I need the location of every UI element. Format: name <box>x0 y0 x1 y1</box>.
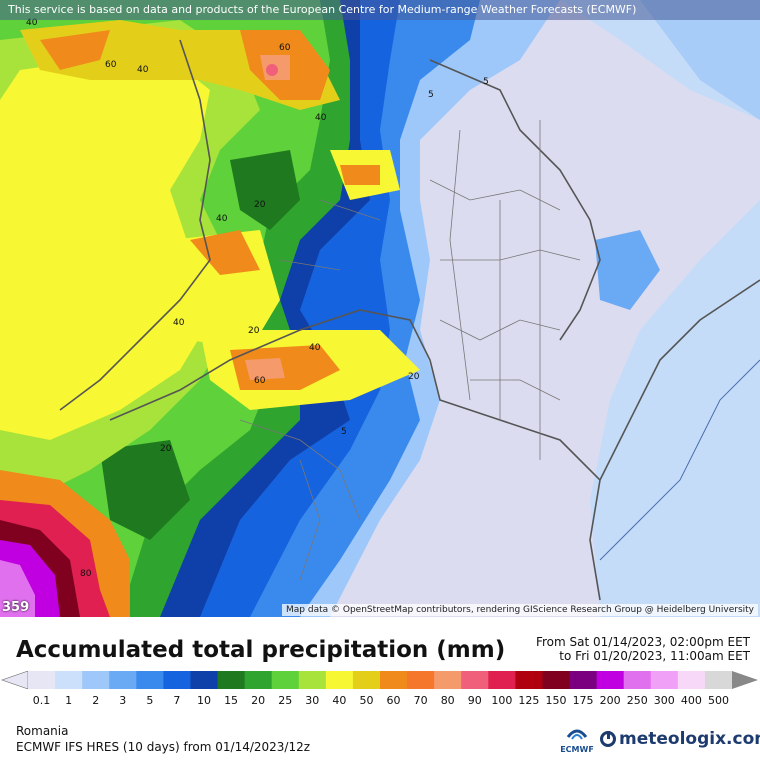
scale-swatch <box>623 671 652 689</box>
scale-swatch <box>434 671 462 689</box>
svg-text:40: 40 <box>26 18 38 28</box>
scale-swatch <box>352 671 381 689</box>
scale-swatch <box>136 671 164 689</box>
scale-label: 80 <box>440 694 455 707</box>
scale-label: 250 <box>626 694 648 707</box>
scale-label: 25 <box>278 694 293 707</box>
contour-labels: 40 60 40 60 40 5 5 20 40 20 40 40 60 20 … <box>26 18 489 579</box>
scale-swatch <box>650 671 679 689</box>
svg-text:5: 5 <box>428 90 434 100</box>
svg-text:20: 20 <box>248 326 260 336</box>
scale-swatch <box>461 671 489 689</box>
scale-label: 50 <box>359 694 374 707</box>
date-range: From Sat 01/14/2023, 02:00pm EET to Fri … <box>536 635 750 663</box>
svg-text:40: 40 <box>216 214 228 224</box>
ecmwf-notice: This service is based on data and produc… <box>0 0 760 20</box>
meteologix-brand[interactable]: meteologix.com <box>600 729 760 749</box>
scale-swatch <box>271 671 300 689</box>
scale-swatch <box>596 671 625 689</box>
color-scale-labels: 0.1 1 2 3 5 7 10 15 20 25 30 40 50 60 70 80 90 100 125 150 1… <box>0 694 760 708</box>
scale-label: 3 <box>119 694 127 707</box>
svg-text:40: 40 <box>315 113 327 123</box>
scale-label: 60 <box>386 694 401 707</box>
scale-label: 70 <box>413 694 428 707</box>
corner-value: 359 <box>2 600 30 615</box>
scale-arrow-low <box>1 671 29 689</box>
scale-label: 1 <box>65 694 73 707</box>
scale-label: 125 <box>518 694 540 707</box>
ecmwf-emblem-icon <box>566 729 588 740</box>
svg-text:60: 60 <box>105 60 117 70</box>
scale-label: 20 <box>251 694 266 707</box>
footer-info: Romania ECMWF IFS HRES (10 days) from 01… <box>16 723 310 755</box>
brand-text: meteologix.com <box>619 729 760 749</box>
scale-swatch <box>407 671 435 689</box>
scale-swatch <box>109 671 137 689</box>
svg-text:20: 20 <box>254 200 266 210</box>
ecmwf-logo[interactable]: ECMWF <box>560 723 594 757</box>
map-attribution[interactable]: Map data © OpenStreetMap contributors, r… <box>282 604 758 616</box>
svg-text:60: 60 <box>254 376 266 386</box>
scale-swatch <box>569 671 598 689</box>
scale-arrow-high <box>732 671 758 689</box>
scale-label: 0.1 <box>32 694 51 707</box>
scale-label: 200 <box>599 694 621 707</box>
scale-swatch <box>244 671 273 689</box>
precipitation-field: 40 60 40 60 40 5 5 20 40 20 40 40 60 20 … <box>0 0 760 617</box>
svg-text:40: 40 <box>309 343 321 353</box>
scale-swatch <box>704 671 733 689</box>
scale-label: 30 <box>305 694 320 707</box>
svg-text:20: 20 <box>408 372 420 382</box>
scale-swatch <box>55 671 83 689</box>
color-scale-bar <box>1 671 758 689</box>
scale-swatch <box>190 671 219 689</box>
scale-swatch <box>380 671 408 689</box>
region-label: Romania <box>16 724 69 738</box>
chart-title: Accumulated total precipitation (mm) <box>16 637 506 663</box>
scale-label: 400 <box>680 694 702 707</box>
date-to: to Fri 01/20/2023, 11:00am EET <box>559 649 750 663</box>
model-label: ECMWF IFS HRES (10 days) from 01/14/2023… <box>16 740 311 754</box>
scale-label: 2 <box>92 694 100 707</box>
scale-label: 100 <box>491 694 513 707</box>
scale-label: 5 <box>146 694 154 707</box>
scale-swatch <box>217 671 246 689</box>
scale-label: 500 <box>707 694 729 707</box>
scale-label: 7 <box>173 694 181 707</box>
date-from: From Sat 01/14/2023, 02:00pm EET <box>535 635 750 649</box>
svg-text:80: 80 <box>80 569 92 579</box>
ecmwf-logo-text: ECMWF <box>560 745 594 754</box>
svg-text:5: 5 <box>341 427 347 437</box>
scale-label: 40 <box>332 694 347 707</box>
scale-swatch <box>542 671 571 689</box>
svg-text:20: 20 <box>160 444 172 454</box>
scale-label: 90 <box>467 694 482 707</box>
svg-text:40: 40 <box>173 318 185 328</box>
scale-swatch <box>677 671 706 689</box>
scale-label: 150 <box>545 694 567 707</box>
precipitation-map[interactable]: 40 60 40 60 40 5 5 20 40 20 40 40 60 20 … <box>0 0 760 617</box>
scale-swatch <box>488 671 516 689</box>
scale-label: 175 <box>572 694 594 707</box>
scale-swatch <box>28 671 56 689</box>
scale-label: 300 <box>653 694 675 707</box>
scale-swatch <box>325 671 354 689</box>
svg-text:40: 40 <box>137 65 149 75</box>
scale-label: 15 <box>224 694 239 707</box>
scale-swatch <box>515 671 543 689</box>
meteologix-logo-icon <box>600 731 616 747</box>
svg-text:5: 5 <box>483 77 489 87</box>
scale-swatch <box>298 671 327 689</box>
scale-swatch <box>82 671 110 689</box>
scale-label: 10 <box>197 694 211 707</box>
scale-swatch <box>163 671 191 689</box>
svg-text:60: 60 <box>279 43 291 53</box>
